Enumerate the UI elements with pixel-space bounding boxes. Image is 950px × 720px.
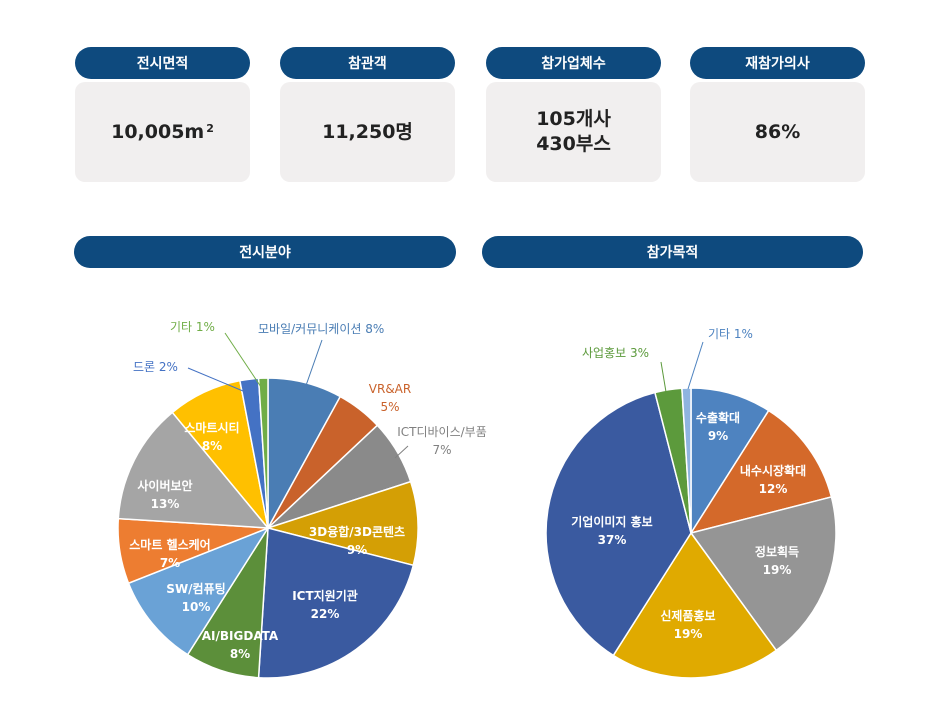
stat-label: 참관객 [280,47,455,79]
stat-value-box: 10,005m 2 [75,82,250,182]
stat-value-box: 11,250명 [280,82,455,182]
stat-value: 105개사 [536,108,611,130]
slice-label: 모바일/커뮤니케이션 8% [258,322,384,336]
slice-value: 9% [708,429,728,443]
stat-label: 재참가의사 [690,47,865,79]
stat-label: 전시면적 [75,47,250,79]
slice-label: 드론 2% [133,360,178,374]
slice-label: VR&AR [369,382,411,396]
slice-value: 19% [674,627,703,641]
pie-slice [689,409,833,535]
leader-line [660,361,667,393]
slice-label: 스마트시티 [184,420,239,435]
slice-value: 10% [182,600,211,614]
leader-line [187,367,244,392]
slice-label: 신제품홍보 [660,608,715,623]
pie-slice [127,526,270,656]
leader-line [687,341,704,390]
pie-slice [117,411,270,529]
pie-slice [689,496,837,652]
pie-slice [265,480,419,567]
leader-line [224,332,264,391]
stat-value: 11,250명 [322,120,413,143]
section-title-exhibition-fields: 전시분야 [74,236,456,268]
pie-slice [612,531,778,679]
slice-label: ICT지원기관 [292,588,358,603]
slice-label: 기업이미지 홍보 [571,514,652,529]
slice-label: ICT디바이스/부품 [397,425,487,439]
pie-fields: 모바일/커뮤니케이션 8% VR&AR 5% ICT디바이스/부품 7% 3D융합/3D콘… [117,320,487,679]
pie-purpose: 수출확대 9% 내수시장확대 12% 정보획득 19% 신제품홍보 19% 기업이미지 홍보 37… [545,327,837,679]
slice-label: 수출확대 [696,410,740,425]
slice-label: 기타 1% [708,327,753,341]
slice-label: AI/BIGDATA [202,629,279,643]
stat-visitors: 참관객 11,250명 [280,47,455,183]
slice-label: 사이버보안 [137,478,192,493]
pie-slice [545,391,692,657]
stat-exhibition-area: 전시면적 10,005m 2 [75,47,250,183]
leader-line [302,339,323,395]
stat-label: 참가업체수 [486,47,661,79]
slice-value: 8% [230,647,250,661]
slice-value: 7% [160,556,180,570]
stat-value: 86% [754,120,801,143]
pie-slice [690,387,770,536]
stat-value-box: 105개사 430부스 [486,82,661,182]
pie-slice [257,527,415,679]
slice-label: SW/컴퓨팅 [166,581,225,596]
section-title-participation-purpose: 참가목적 [482,236,863,268]
slice-label: 사업홍보 3% [582,346,649,360]
slice-label: 내수시장확대 [740,463,806,478]
slice-value: 7% [432,443,451,457]
slice-value: 8% [202,439,222,453]
slice-value: 37% [598,533,627,547]
slice-label: 정보획득 [755,544,799,559]
stat-exhibitors: 참가업체수 105개사 430부스 [486,47,661,183]
slice-value: 9% [347,543,367,557]
slice-value: 22% [311,607,340,621]
leader-line [394,445,409,459]
slice-label: 3D융합/3D콘텐츠 [309,524,405,539]
pie-slice [257,377,269,529]
slice-value: 19% [763,563,792,577]
stat-rejoin-intent: 재참가의사 86% [690,47,865,183]
stat-value-secondary: 430부스 [536,133,611,155]
stat-value-box: 86% [690,82,865,182]
slice-value: 13% [151,497,180,511]
pie-slice [681,387,692,534]
stat-value-sup: 2 [206,121,214,135]
slice-value: 5% [380,400,399,414]
stat-value: 10,005m [111,120,205,143]
slice-label: 스마트 헬스케어 [129,537,210,552]
slice-label: 기타 1% [170,320,215,334]
slice-value: 12% [759,482,788,496]
